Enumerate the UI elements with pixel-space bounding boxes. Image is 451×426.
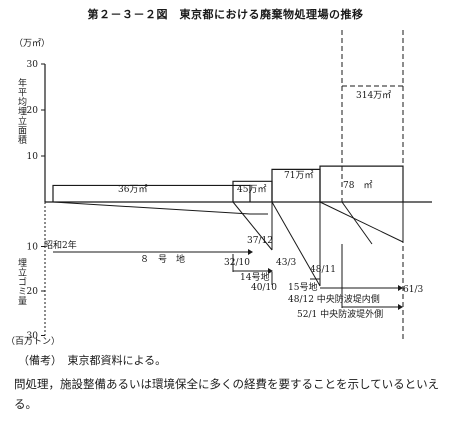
site8-area-bar [52, 184, 251, 202]
site8-span-arrow [248, 249, 253, 255]
upper-unit-label: （万㎡） [14, 39, 51, 49]
label-71: 71万㎡ [284, 170, 313, 181]
label-61-3: 61/3 [403, 285, 423, 295]
label-32-10: 32/10 [224, 258, 250, 268]
label-43-3: 43/3 [276, 258, 296, 268]
label-48-11: 48/11 [310, 265, 336, 275]
lower-tick-label-10: 10 [27, 243, 39, 253]
label-showa2: 昭和2年 [44, 239, 77, 251]
label-40-10: 40/10 [251, 283, 277, 293]
label-37-12: 37/12 [247, 236, 273, 246]
site8-fill-line [52, 201, 268, 215]
outer-fill-line [341, 201, 373, 245]
label-45: 45万㎡ [237, 184, 266, 195]
lower-axis-label: 埋立ゴミ量 [16, 258, 26, 306]
label-site14: 14号地 [240, 271, 269, 283]
label-36: 36万㎡ [118, 184, 147, 195]
upper-tick-label-30: 30 [27, 60, 39, 70]
lower-tick-label-20: 20 [27, 287, 39, 297]
upper-tick-label-10: 10 [27, 152, 39, 162]
label-314: 314万㎡ [356, 90, 391, 101]
figure-title: 第２－３－２図 東京都における廃棄物処理場の推移 [87, 8, 364, 21]
site15-fill-line [271, 201, 321, 287]
label-site15: 15号地 [288, 281, 317, 293]
outer-span-arrow [398, 304, 403, 310]
label-inner: 48/12 中央防波堤内側 [288, 293, 380, 305]
lower-tick-label-30: 30 [27, 332, 39, 342]
upper-axis-label: 年平均埋立面積 [16, 78, 26, 145]
label-outer: 52/1 中央防波堤外側 [297, 308, 383, 320]
inner-span-arrow [398, 285, 403, 291]
site14-fill-line [232, 201, 273, 251]
lower-unit-label: （百万トン） [6, 337, 61, 347]
site14-span-arrow [268, 268, 273, 274]
upper-tick-label-20: 20 [27, 106, 39, 116]
inner-fill-line [319, 201, 404, 243]
label-78: 78 ㎡ [343, 180, 372, 191]
source-note: （備考） 東京都資料による。 [18, 354, 167, 367]
label-site8: ８ 号 地 [140, 253, 185, 265]
body-text: 問処理，施設整備あるいは環境保全に多くの経費を要することを示しているといえる。 [14, 377, 440, 411]
